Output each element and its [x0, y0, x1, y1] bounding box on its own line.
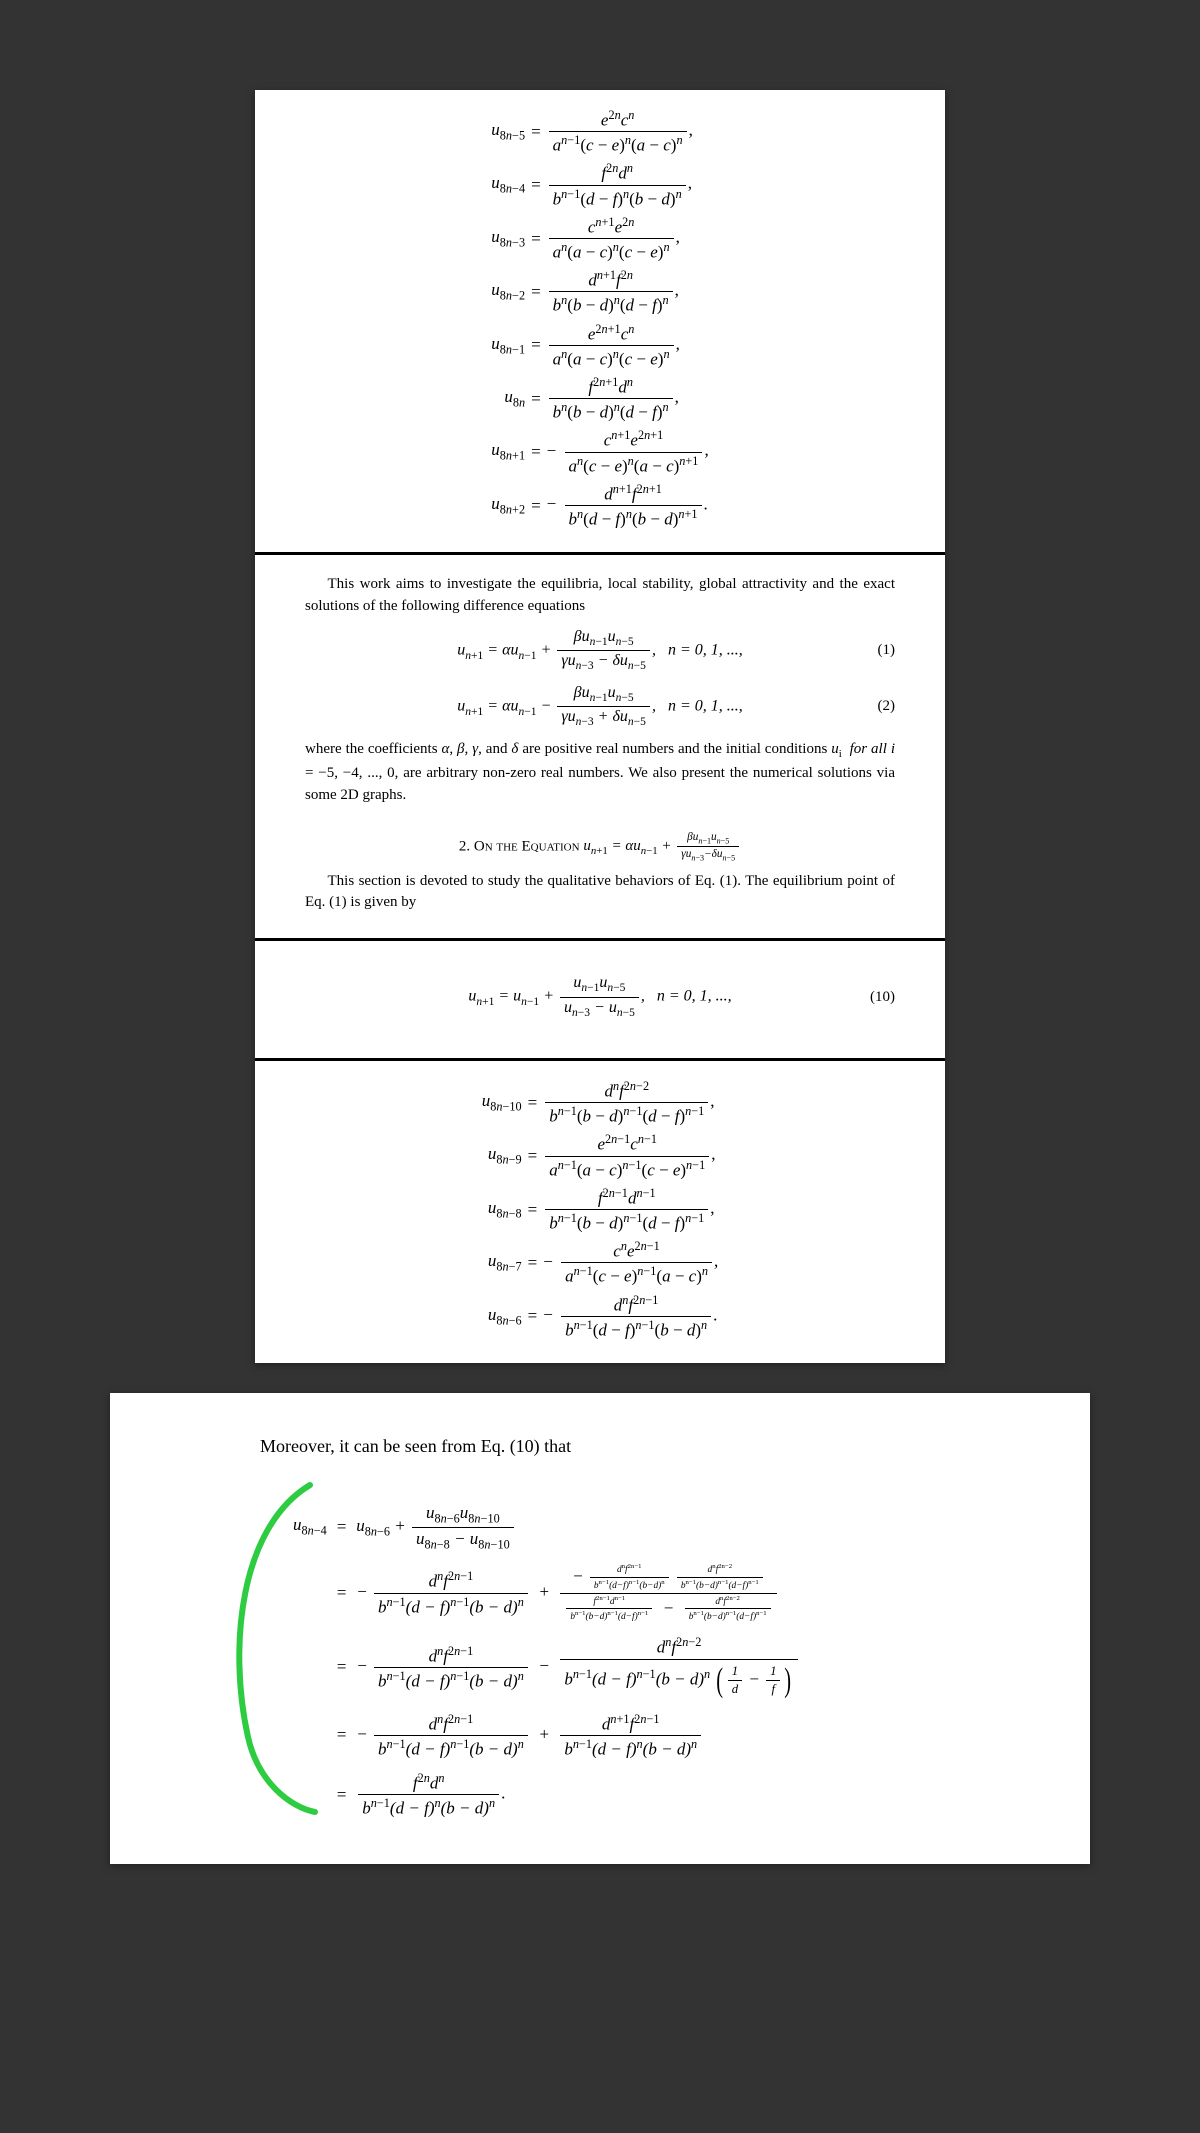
eq-u8n-10: u8n−10 = dnf2n−2 bn−1(b − d)n−1(d − f)n−… [480, 1076, 721, 1129]
eq-u8n-8: u8n−8 = f2n−1dn−1 bn−1(b − d)n−1(d − f)n… [480, 1183, 721, 1236]
eq-u8n+1: u8n+1 = − cn+1e2n+1 an(c − e)n(a − c)n+1… [489, 425, 710, 478]
block-1: u8n−5 = e2ncn an−1(c − e)n(a − c)n , u8n… [255, 90, 945, 552]
derivation: u8n−4 = u8n−6 + u8n−6u8n−10 u8n−8 − u8n−… [260, 1497, 960, 1824]
eq-u8n-7: u8n−7 = − cne2n−1 an−1(c − e)n−1(a − c)n… [480, 1236, 721, 1289]
eq-u8n-6: u8n−6 = − dnf2n−1 bn−1(d − f)n−1(b − d)n… [480, 1290, 721, 1343]
eq-list-4: u8n−10 = dnf2n−2 bn−1(b − d)n−1(d − f)n−… [480, 1076, 721, 1343]
block-3: un+1 = un−1 + un−1un−5 un−3 − un−5 , n =… [255, 938, 945, 1058]
eq-u8n-1: u8n−1 = e2n+1cn an(a − c)n(c − e)n , [489, 319, 710, 372]
eq-u8n-9: u8n−9 = e2n−1cn−1 an−1(a − c)n−1(c − e)n… [480, 1129, 721, 1182]
heading-number: 2. [459, 838, 470, 854]
main-page: u8n−5 = e2ncn an−1(c − e)n(a − c)n , u8n… [255, 90, 945, 1363]
block-4: u8n−10 = dnf2n−2 bn−1(b − d)n−1(d − f)n−… [255, 1058, 945, 1363]
eq1-number: (1) [878, 642, 896, 659]
eq1-domain: n = 0, 1, ..., [668, 641, 743, 658]
eq-u8n: u8n = f2n+1dn bn(b − d)n(d − f)n , [489, 372, 710, 425]
equation-10: un+1 = un−1 + un−1un−5 un−3 − un−5 , n =… [305, 974, 895, 1020]
equation-2: un+1 = αun−1 − βun−1un−5 γun−3 + δun−5 ,… [305, 684, 895, 730]
equation-1: un+1 = αun−1 + βun−1un−5 γun−3 − δun−5 ,… [305, 628, 895, 674]
section-intro: This section is devoted to study the qua… [305, 871, 895, 915]
bottom-page: Moreover, it can be seen from Eq. (10) t… [110, 1393, 1090, 1864]
deriv-step-2: = − dnf2n−1 bn−1(d − f)n−1(b − d)n + − [290, 1557, 803, 1629]
eq-list-1: u8n−5 = e2ncn an−1(c − e)n(a − c)n , u8n… [489, 105, 710, 532]
viewport: u8n−5 = e2ncn an−1(c − e)n(a − c)n , u8n… [0, 0, 1200, 2133]
eq-u8n+2: u8n+2 = − dn+1f2n+1 bn(d − f)n(b − d)n+1… [489, 479, 710, 532]
bottom-lead: Moreover, it can be seen from Eq. (10) t… [260, 1436, 960, 1457]
intro-paragraph: This work aims to investigate the equili… [305, 574, 895, 618]
eq10-number: (10) [870, 989, 895, 1006]
deriv-step-3: = − dnf2n−1 bn−1(d − f)n−1(b − d)n − dnf… [290, 1629, 803, 1705]
eq2-number: (2) [878, 698, 896, 715]
block-2: This work aims to investigate the equili… [255, 552, 945, 938]
deriv-step-5: = f2ndn bn−1(d − f)n(b − d)n . [290, 1765, 803, 1824]
conditions-paragraph: where the coefficients α, β, γ, and δ ar… [305, 739, 895, 806]
eq-u8n-5: u8n−5 = e2ncn an−1(c − e)n(a − c)n , [489, 105, 710, 158]
heading-text: On the Equation [474, 838, 580, 854]
eq-u8n-4: u8n−4 = f2ndn bn−1(d − f)n(b − d)n , [489, 158, 710, 211]
eq10-domain: n = 0, 1, ..., [657, 988, 732, 1005]
deriv-step-4: = − dnf2n−1 bn−1(d − f)n−1(b − d)n + dn+… [290, 1706, 803, 1765]
eq-u8n-2: u8n−2 = dn+1f2n bn(b − d)n(d − f)n , [489, 265, 710, 318]
deriv-step-1: u8n−4 = u8n−6 + u8n−6u8n−10 u8n−8 − u8n−… [290, 1497, 803, 1557]
eq2-domain: n = 0, 1, ..., [668, 697, 743, 714]
eq-u8n-3: u8n−3 = cn+1e2n an(a − c)n(c − e)n , [489, 212, 710, 265]
section-2-heading: 2. On the Equation un+1 = αun−1 + βun−1u… [305, 831, 895, 863]
